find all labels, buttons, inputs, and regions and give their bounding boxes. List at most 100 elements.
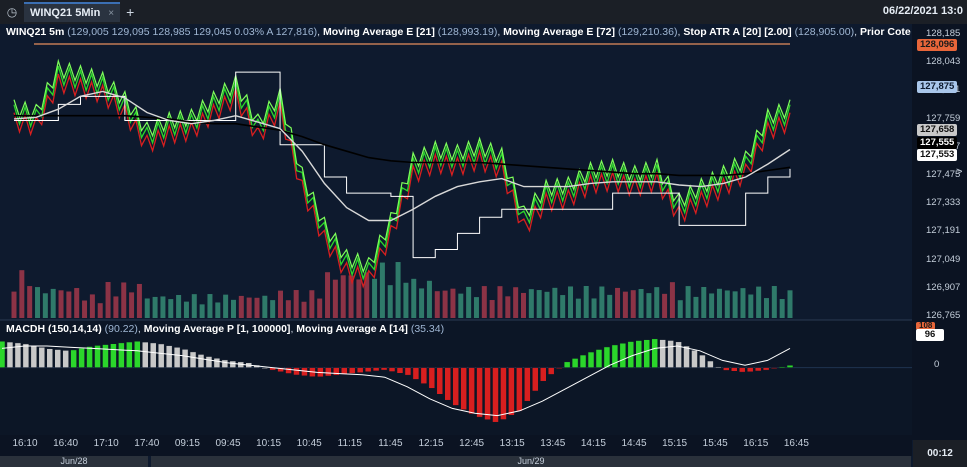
volume-bar-16: [136, 283, 142, 318]
volume-bar-50: [403, 282, 409, 318]
macd-bar-45: [356, 367, 364, 373]
price-tag: 127,875: [917, 81, 958, 93]
volume-bar-46: [372, 278, 378, 318]
macd-bar-73: [579, 354, 587, 368]
volume-bar-61: [489, 300, 495, 318]
macd-bar-52: [412, 367, 420, 380]
macd-bar-49: [388, 367, 396, 372]
volume-bar-36: [293, 290, 299, 318]
macd-bar-68: [540, 367, 547, 382]
x-tick-label: 16:40: [53, 438, 79, 449]
x-axis-bg: [0, 435, 912, 456]
volume-bar-45: [364, 272, 370, 318]
volume-bar-49: [395, 262, 401, 318]
macd-bar-36: [285, 367, 292, 374]
clock-icon[interactable]: ◷: [6, 5, 18, 19]
macd-bar-46: [364, 367, 372, 373]
legend-atr: Stop ATR A [20] [2.00]: [683, 26, 792, 38]
volume-bar-2: [27, 286, 33, 318]
macd-bar-28: [221, 359, 229, 368]
x-tick-label: 09:15: [174, 438, 200, 449]
volume-bar-10: [89, 294, 95, 318]
x-tick-label: 12:45: [459, 438, 485, 449]
volume-bar-68: [544, 291, 550, 318]
y-tick-label: 126,907: [926, 281, 961, 293]
macd-bar-1: [6, 341, 14, 368]
macd-bar-41: [325, 367, 332, 377]
legend-ohlc: (129,005 129,095 128,985 129,045 0.03% A…: [67, 26, 318, 38]
add-tab-icon[interactable]: +: [126, 4, 135, 20]
y-tick-label: 128,043: [926, 56, 961, 68]
macd-bar-59: [468, 367, 475, 415]
volume-bar-15: [129, 292, 135, 318]
macd-bar-29: [229, 360, 237, 368]
macd-bar-18: [142, 341, 149, 368]
volume-bar-64: [513, 287, 519, 318]
tab-winq21[interactable]: WINQ21 5Min ×: [24, 2, 121, 22]
scroll-right-icon[interactable]: >: [956, 166, 963, 178]
volume-bar-89: [709, 293, 715, 318]
close-icon[interactable]: ×: [108, 7, 115, 19]
macd-bar-84: [667, 340, 674, 368]
volume-bar-59: [473, 297, 479, 318]
volume-bar-24: [199, 304, 205, 318]
macd-bar-69: [547, 367, 555, 375]
volume-bar-78: [622, 291, 628, 318]
volume-bar-72: [575, 298, 581, 318]
x-tick-label: 14:15: [580, 438, 606, 449]
volume-bar-38: [309, 290, 315, 318]
volume-bar-80: [638, 289, 644, 318]
price-tag: 127,555: [917, 137, 958, 149]
main-pane-bg: [0, 24, 912, 320]
macd-bar-13: [102, 344, 109, 368]
macd-bar-91: [723, 367, 730, 371]
macd-bar-21: [165, 345, 173, 368]
volume-bar-35: [285, 300, 291, 318]
volume-bar-33: [270, 300, 276, 318]
macd-bar-12: [94, 345, 101, 368]
volume-bar-25: [207, 294, 213, 318]
volume-bar-17: [144, 298, 150, 318]
macd-bar-65: [516, 367, 523, 412]
x-tick-label: 13:15: [499, 438, 525, 449]
volume-bar-54: [434, 291, 440, 318]
volume-bar-69: [552, 287, 558, 318]
x-tick-label: 13:45: [540, 438, 566, 449]
macd-bar-61: [484, 367, 491, 420]
volume-bar-58: [466, 286, 472, 318]
macd-bar-98: [778, 366, 786, 369]
volume-bar-75: [599, 286, 605, 318]
x-tick-label: 12:15: [418, 438, 444, 449]
volume-bar-56: [450, 288, 456, 318]
macd-bar-6: [46, 348, 54, 368]
macd-bar-97: [770, 367, 778, 369]
legend-map: Moving Average P [1, 100000]: [143, 323, 291, 335]
volume-bar-30: [246, 297, 252, 318]
macd-bar-19: [149, 342, 157, 368]
x-tick-label: 17:10: [93, 438, 119, 449]
series-ma21: [13, 90, 791, 222]
volume-bar-34: [278, 290, 284, 318]
current-date: 06/22/2021 13:0: [882, 5, 963, 17]
volume-bar-28: [230, 299, 236, 318]
volume-bar-67: [536, 290, 542, 318]
volume-bar-43: [348, 275, 354, 318]
volume-bar-29: [238, 295, 244, 318]
macd-bar-76: [603, 346, 611, 368]
date-jun29: Jun/29: [151, 456, 911, 467]
volume-bar-8: [74, 288, 80, 318]
volume-bar-85: [677, 300, 683, 318]
macd-bar-35: [277, 367, 284, 373]
volume-bar-93: [740, 288, 746, 318]
macd-bar-3: [22, 343, 30, 368]
main-legend: WINQ21 5m (129,005 129,095 128,985 129,0…: [6, 26, 911, 38]
macd-bar-54: [428, 367, 436, 389]
legend-atr-val: (128,905.00): [794, 26, 855, 38]
volume-bar-53: [426, 280, 432, 318]
tab-bar: ◷ WINQ21 5Min × +: [0, 0, 967, 24]
volume-bar-20: [168, 299, 174, 318]
legend-ma21: Moving Average E [21]: [323, 26, 435, 38]
legend-macd: MACDH (150,14,14): [6, 323, 102, 335]
volume-bar-82: [654, 287, 660, 318]
